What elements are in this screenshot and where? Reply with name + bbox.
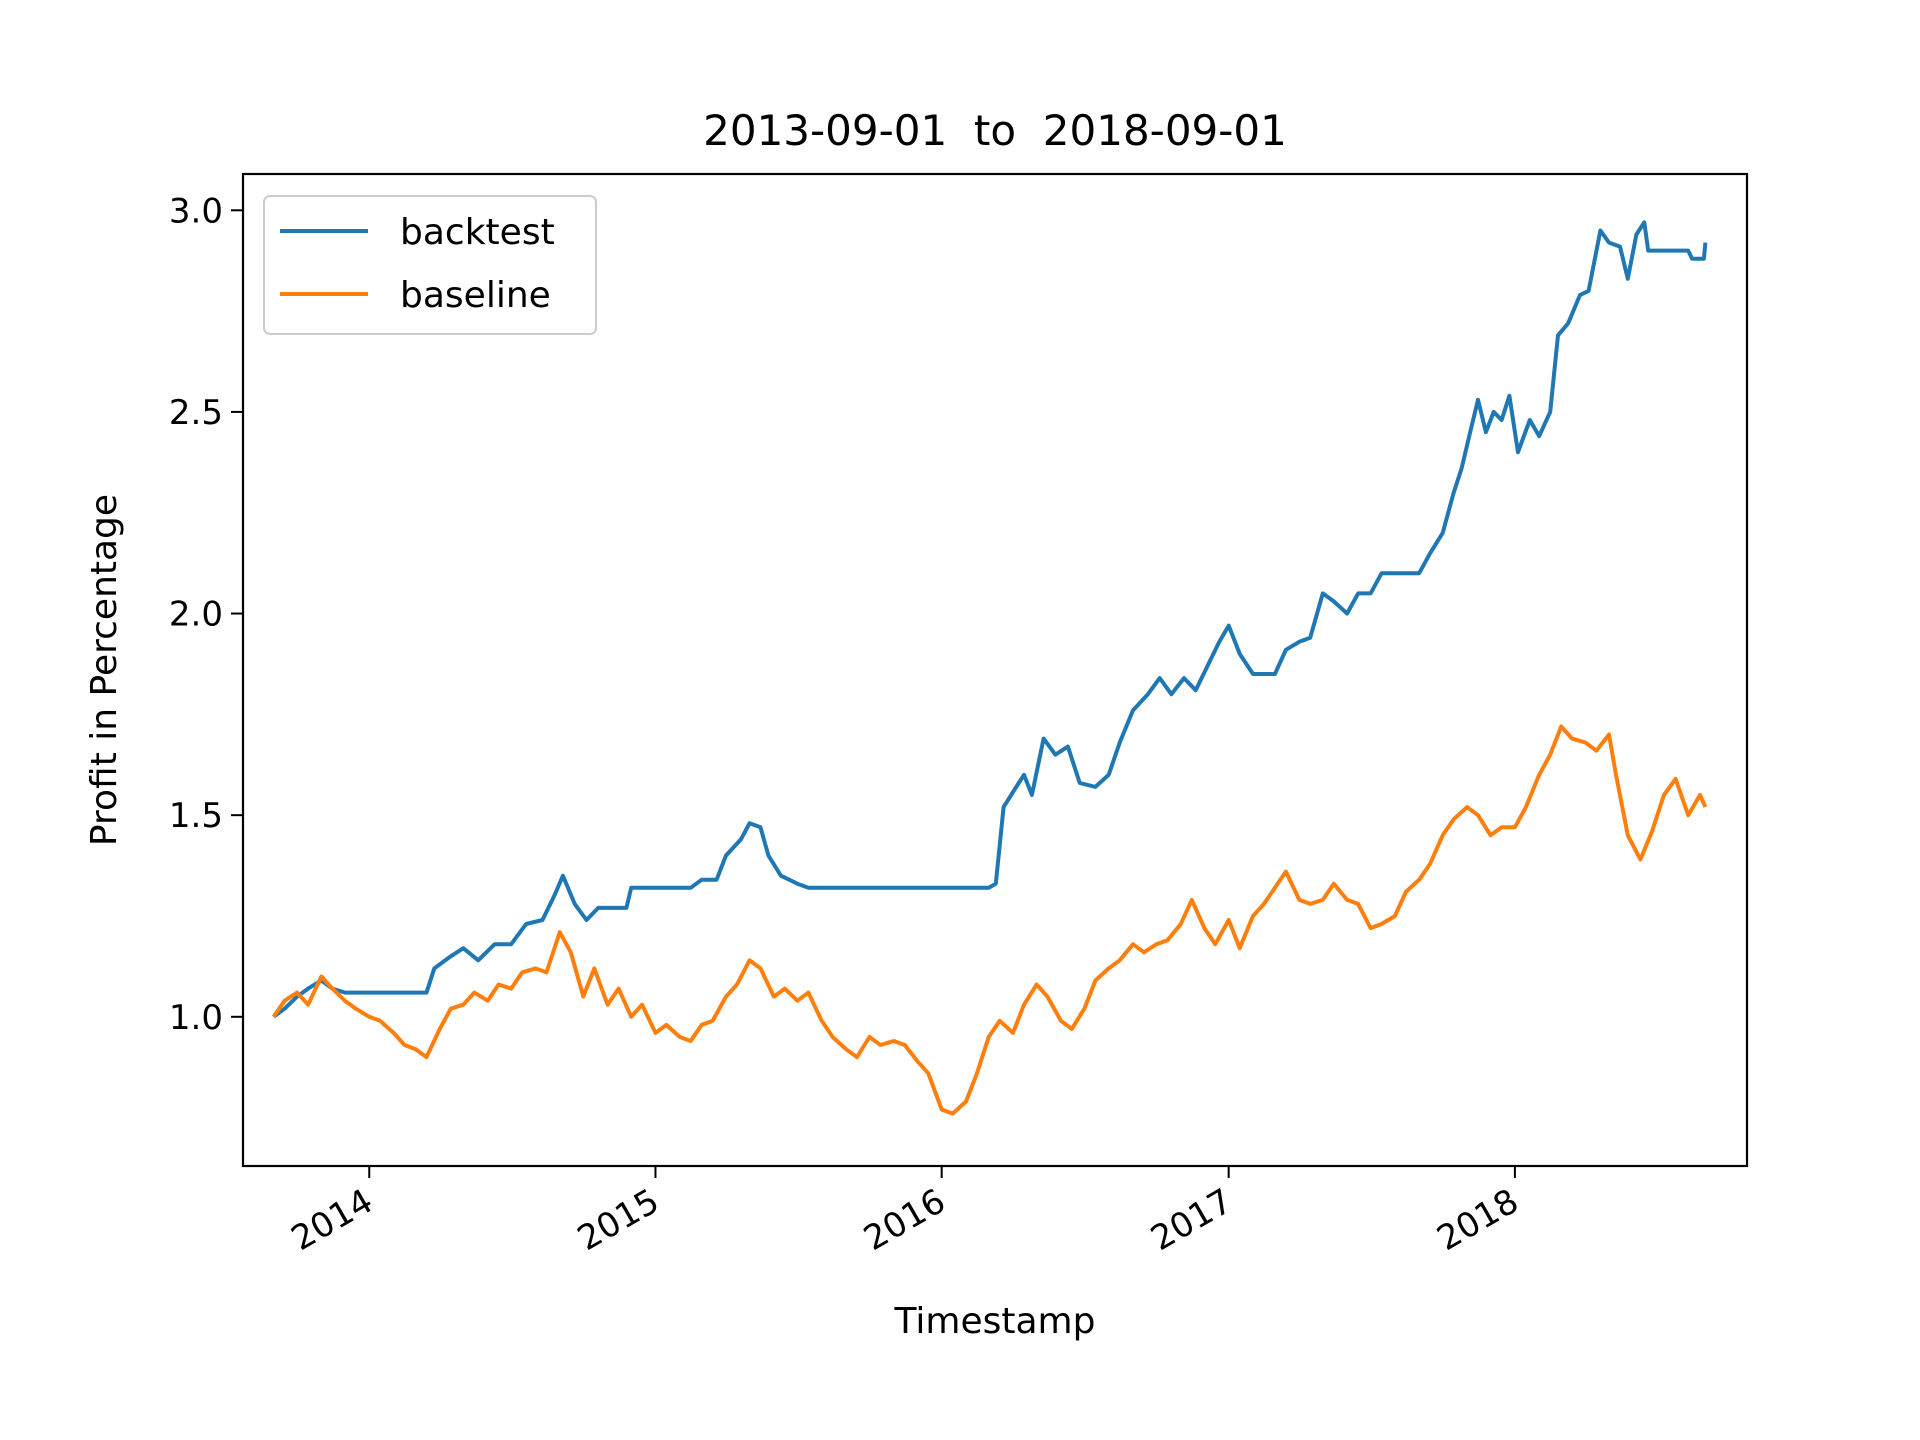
y-tick-label-2.0: 2.0 xyxy=(169,595,223,635)
y-tick-label-1.0: 1.0 xyxy=(169,998,223,1038)
series-layer xyxy=(271,220,1708,1116)
x-axis-label: Timestamp xyxy=(894,1301,1096,1342)
legend: backtest baseline xyxy=(263,195,597,335)
legend-label-baseline: baseline xyxy=(400,275,551,316)
y-axis-label: Profit in Percentage xyxy=(84,494,125,846)
y-tick-label-2.5: 2.5 xyxy=(169,393,223,433)
legend-label-backtest: backtest xyxy=(400,212,555,253)
plot-frame xyxy=(241,172,1749,1168)
y-tick-label-1.5: 1.5 xyxy=(169,796,223,836)
chart-title: 2013-09-01 to 2018-09-01 xyxy=(703,106,1287,155)
y-tick-label-3.0: 3.0 xyxy=(169,191,223,231)
series-line-baseline xyxy=(271,724,1708,1116)
series-line-backtest xyxy=(272,220,1708,1019)
